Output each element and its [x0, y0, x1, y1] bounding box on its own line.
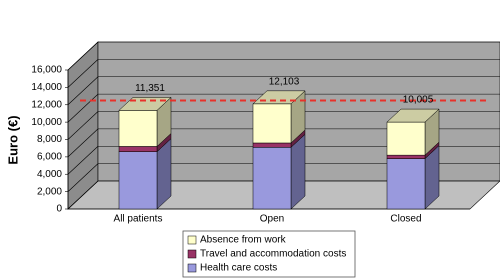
- bar-top: [386, 108, 440, 123]
- bar: [118, 110, 158, 147]
- legend-label: Absence from work: [200, 235, 287, 246]
- grid-line: [67, 128, 99, 158]
- total-label: 12,103: [269, 76, 300, 87]
- y-axis-title: Euro (€): [5, 115, 20, 164]
- legend-box: [182, 230, 356, 278]
- bar: [252, 147, 292, 210]
- grid-line: [67, 41, 99, 71]
- y-tick-label: 6,000: [37, 152, 62, 163]
- bar: [118, 146, 158, 152]
- y-tick-label: 4,000: [37, 169, 62, 180]
- bar: [252, 103, 292, 144]
- grid-line: [67, 93, 99, 123]
- grid-line: [67, 59, 99, 88]
- legend-swatch: [187, 235, 197, 245]
- grid-line: [67, 146, 99, 175]
- y-tick-label: 12,000: [31, 99, 62, 110]
- grid-line: [67, 180, 99, 210]
- total-label: 11,351: [135, 83, 165, 94]
- y-tick-label: 2,000: [37, 186, 62, 197]
- total-label: 10,005: [403, 95, 434, 106]
- legend-label: Health care costs: [200, 263, 277, 274]
- legend-label: Travel and accommodation costs: [200, 249, 346, 260]
- y-tick-label: 10,000: [31, 117, 62, 128]
- legend-swatch: [187, 249, 197, 259]
- grid-line: [67, 163, 99, 192]
- bar: [118, 151, 158, 210]
- x-tick-label: Closed: [390, 214, 421, 225]
- y-tick-label: 0: [56, 204, 62, 215]
- grid-line: [67, 76, 99, 105]
- y-tick-label: 14,000: [31, 82, 62, 93]
- bar: [386, 158, 426, 210]
- bar: [386, 154, 426, 159]
- x-tick-label: Open: [260, 214, 284, 225]
- x-tick-label: All patients: [114, 214, 163, 225]
- y-tick-label: 16,000: [31, 65, 62, 76]
- grid-line: [67, 111, 99, 140]
- y-tick-label: 8,000: [37, 134, 62, 145]
- legend-swatch: [187, 263, 197, 273]
- bar: [386, 121, 426, 156]
- bar: [252, 142, 292, 148]
